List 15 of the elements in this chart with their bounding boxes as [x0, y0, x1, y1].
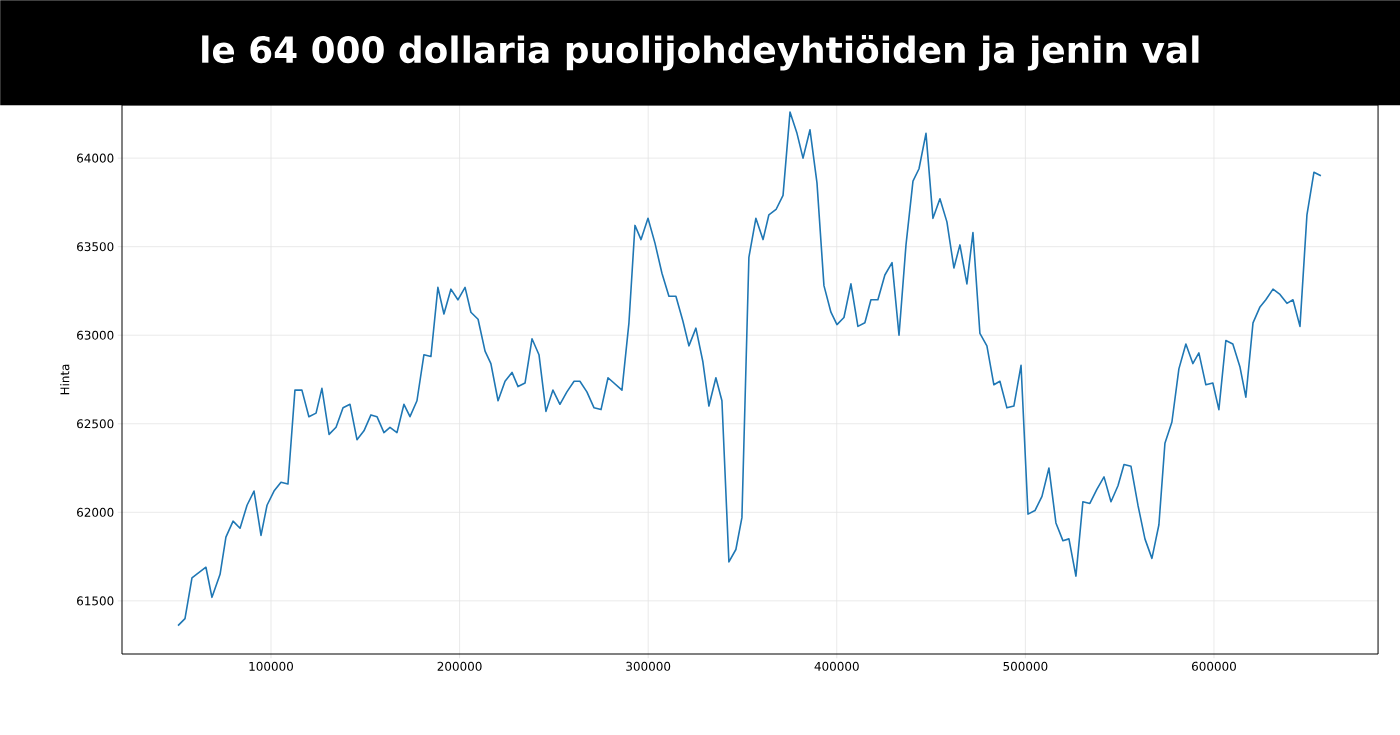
y-tick-label: 61500: [77, 596, 114, 606]
x-tick-label: 600000: [1191, 661, 1236, 671]
line-series: [177, 111, 1322, 627]
chart-title: le 64 000 dollaria puolijohdeyhtiöiden ja jenin val: [202, 34, 1199, 71]
y-tick-label: 64000: [77, 153, 114, 163]
y-tick-label: 62000: [77, 507, 114, 517]
y-tick-label: 63500: [77, 242, 114, 252]
x-tick-label: 500000: [1003, 661, 1048, 671]
x-tick-label: 100000: [249, 661, 293, 671]
x-tick-label: 200000: [437, 661, 482, 671]
y-tick-label: 63000: [77, 330, 114, 340]
y-axis-title: Hinta: [60, 364, 70, 395]
y-tick-label: 62500: [77, 419, 114, 429]
x-tick-label: 300000: [626, 661, 671, 671]
x-tick-label: 400000: [814, 661, 859, 671]
